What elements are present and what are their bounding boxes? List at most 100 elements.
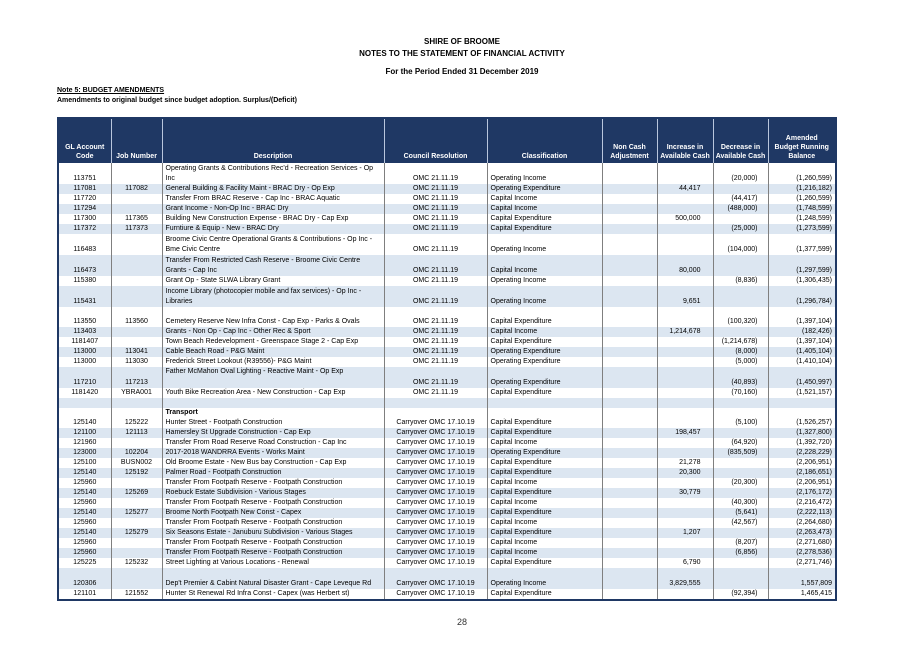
- table-header-row: GL Account Code Job Number Description Coun…: [58, 118, 836, 163]
- cell-increase: [656, 398, 713, 408]
- cell-council-resolution: Carryover OMC 17.10.19: [383, 498, 487, 508]
- cell-classification: Capital Expenditure: [486, 388, 602, 398]
- cell-description: Hunter Street - Footpath Construction: [161, 418, 384, 428]
- cell-description: Six Seasons Estate - Januburu Subdivisio…: [161, 528, 384, 538]
- cell-non-cash-adjustment: [601, 538, 657, 548]
- cell-balance: (2,271,746): [767, 558, 836, 568]
- cell-balance: (1,327,800): [767, 428, 836, 438]
- table-row: 121100 121113 Hamersley St Upgrade Constru…: [58, 428, 836, 438]
- note-heading: Note 5: BUDGET AMENDMENTS: [57, 87, 165, 94]
- cell-gl-account-code: 125960: [73, 539, 97, 546]
- cell-balance: (1,377,599): [767, 234, 836, 255]
- cell-balance: (2,186,651): [767, 468, 836, 478]
- cell-increase: [656, 589, 713, 600]
- cell-decrease: (40,893): [712, 367, 768, 388]
- cell-increase: 80,000: [656, 255, 713, 276]
- cell-non-cash-adjustment: [601, 184, 657, 194]
- column-header-classification: Classification: [486, 118, 602, 163]
- cell-description: Transport: [161, 408, 384, 418]
- cell-classification: Capital Income: [486, 194, 602, 204]
- cell-council-resolution: Carryover OMC 17.10.19: [383, 428, 487, 438]
- table-row: 117720 Transfer From BRAC Reserve - Cap I…: [58, 194, 836, 204]
- cell-classification: Capital Expenditure: [486, 214, 602, 224]
- cell-council-resolution: [383, 307, 487, 317]
- budget-amendments-table: GL Account Code Job Number Description Coun…: [57, 117, 837, 601]
- cell-increase: 1,207: [656, 528, 713, 538]
- cell-gl-account-code: 125100: [73, 459, 97, 466]
- cell-job-number: 125232: [110, 558, 162, 568]
- cell-gl-account-code: 115431: [73, 298, 97, 305]
- cell-balance: (1,297,599): [767, 255, 836, 276]
- table-row: 125140 125222 Hunter Street - Footpath Con…: [58, 418, 836, 428]
- cell-increase: [656, 498, 713, 508]
- cell-job-number: 121113: [110, 428, 162, 438]
- cell-job-number: 125192: [110, 468, 162, 478]
- cell-balance: (1,405,104): [767, 347, 836, 357]
- table-row: 116483 Broome Civic Centre Operational Gr…: [58, 234, 836, 255]
- cell-decrease: [712, 214, 768, 224]
- cell-gl-account-code: 125960: [73, 499, 97, 506]
- cell-increase: [656, 307, 713, 317]
- cell-gl-account-code: 117300: [73, 215, 97, 222]
- cell-increase: [656, 408, 713, 418]
- cell-decrease: (100,320): [712, 317, 768, 327]
- cell-description: Furntiure & Equip - New - BRAC Dry: [161, 224, 384, 234]
- table-row: 117372 117373 Furntiure & Equip - New - BR…: [58, 224, 836, 234]
- cell-description: Roebuck Estate Subdivision - Various Sta…: [161, 488, 384, 498]
- cell-non-cash-adjustment: [601, 428, 657, 438]
- cell-classification: Operating Income: [486, 568, 602, 589]
- cell-non-cash-adjustment: [601, 558, 657, 568]
- cell-job-number: [110, 276, 162, 286]
- cell-council-resolution: Carryover OMC 17.10.19: [383, 548, 487, 558]
- cell-gl-account-code: 121960: [73, 439, 97, 446]
- cell-balance: (1,521,157): [767, 388, 836, 398]
- document-header: SHIRE OF BROOME NOTES TO THE STATEMENT O…: [0, 0, 924, 78]
- cell-job-number: 113560: [110, 317, 162, 327]
- table-row: 117294 Grant Income - Non-Op Inc - BRAC D…: [58, 204, 836, 214]
- cell-council-resolution: OMC 21.11.19: [383, 357, 487, 367]
- cell-increase: [656, 337, 713, 347]
- cell-increase: [656, 194, 713, 204]
- cell-increase: 30,779: [656, 488, 713, 498]
- cell-gl-account-code: 125140: [73, 489, 97, 496]
- cell-non-cash-adjustment: [601, 548, 657, 558]
- cell-gl-account-code: [58, 408, 111, 418]
- cell-description: General Building & Facility Maint - BRAC…: [161, 184, 384, 194]
- cell-description: Transfer From Road Reserve Road Construc…: [161, 438, 384, 448]
- cell-description: Grant Op - State SLWA Library Grant: [161, 276, 384, 286]
- cell-non-cash-adjustment: [601, 388, 657, 398]
- cell-decrease: [712, 408, 768, 418]
- cell-classification: Operating Expenditure: [486, 448, 602, 458]
- table-row: 121960 Transfer From Road Reserve Road Co…: [58, 438, 836, 448]
- cell-classification: Operating Income: [486, 276, 602, 286]
- cell-job-number: [110, 204, 162, 214]
- cell-decrease: (5,000): [712, 357, 768, 367]
- cell-non-cash-adjustment: [601, 458, 657, 468]
- cell-job-number: [110, 408, 162, 418]
- cell-non-cash-adjustment: [601, 276, 657, 286]
- cell-classification: Capital Income: [486, 438, 602, 448]
- cell-non-cash-adjustment: [601, 337, 657, 347]
- cell-gl-account-code: 125960: [73, 479, 97, 486]
- cell-description: Father McMahon Oval Lighting - Reactive …: [161, 367, 384, 388]
- cell-council-resolution: [383, 408, 487, 418]
- cell-decrease: (20,300): [712, 478, 768, 488]
- table-row: 113000 113041 Cable Beach Road - P&G Maint…: [58, 347, 836, 357]
- table-row: 125140 125192 Palmer Road - Footpath Const…: [58, 468, 836, 478]
- cell-council-resolution: OMC 21.11.19: [383, 184, 487, 194]
- cell-balance: (2,271,680): [767, 538, 836, 548]
- cell-balance: [767, 307, 836, 317]
- cell-gl-account-code: 117720: [73, 195, 97, 202]
- table-row: 125960 Transfer From Footpath Reserve - F…: [58, 518, 836, 528]
- blank-row: [58, 307, 836, 317]
- cell-council-resolution: Carryover OMC 17.10.19: [383, 478, 487, 488]
- cell-job-number: [110, 398, 162, 408]
- cell-decrease: (5,641): [712, 508, 768, 518]
- cell-non-cash-adjustment: [601, 204, 657, 214]
- cell-decrease: [712, 468, 768, 478]
- table-row: 116473 Transfer From Restricted Cash Rese…: [58, 255, 836, 276]
- cell-job-number: [110, 337, 162, 347]
- section-header-row: Transport: [58, 408, 836, 418]
- cell-classification: Operating Income: [486, 163, 602, 184]
